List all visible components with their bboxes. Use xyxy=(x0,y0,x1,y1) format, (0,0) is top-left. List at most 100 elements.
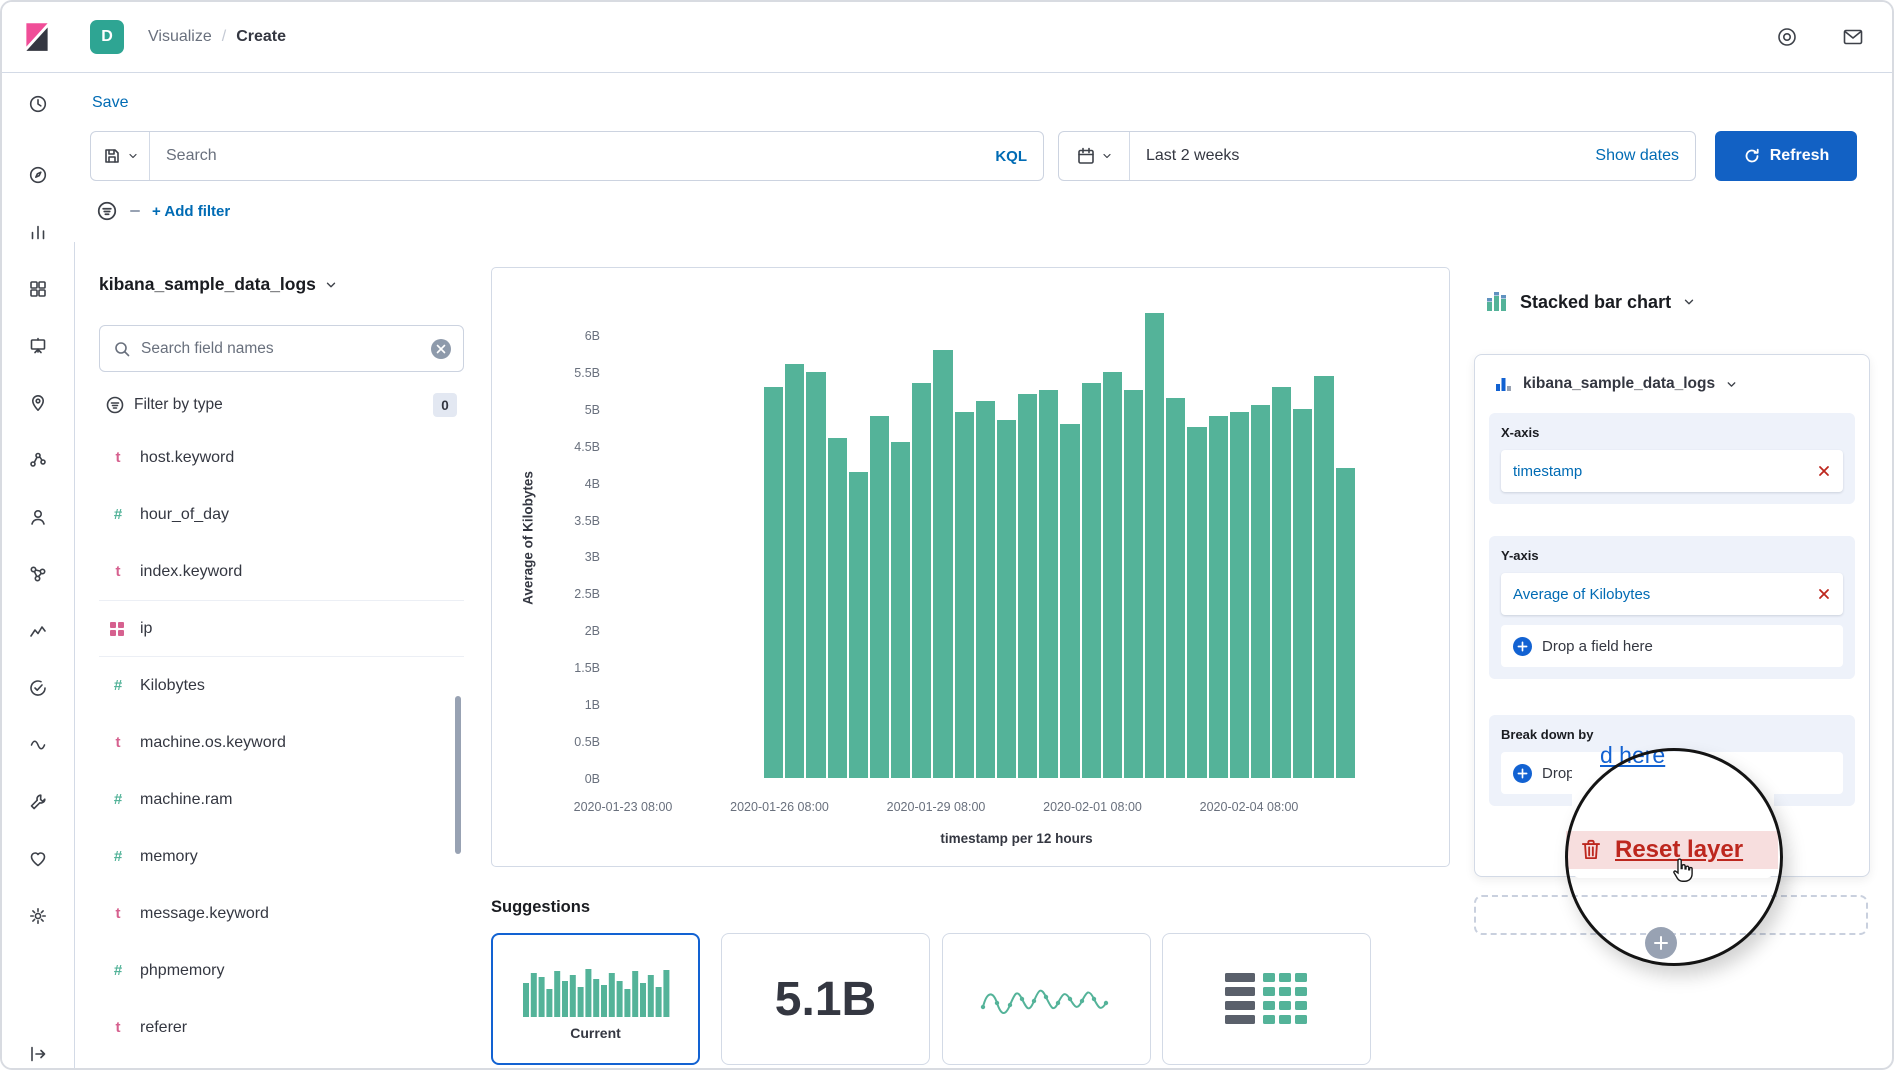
filter-icon[interactable] xyxy=(96,200,118,222)
suggestion-metric[interactable]: 5.1B xyxy=(721,933,930,1065)
breadcrumb-visualize[interactable]: Visualize xyxy=(148,28,212,45)
data-table-icon xyxy=(1224,973,1307,1024)
collapse-menu-icon[interactable] xyxy=(28,1044,48,1064)
chevron-down-icon xyxy=(128,153,137,159)
y-axis-tick: 2.5B xyxy=(574,587,600,602)
time-range-value[interactable]: Last 2 weeks xyxy=(1146,147,1240,164)
canvas-icon[interactable] xyxy=(28,336,48,356)
y-axis-tick: 3B xyxy=(584,550,600,565)
field-item[interactable]: t host.keyword xyxy=(99,429,464,486)
uptime-icon[interactable] xyxy=(28,678,48,698)
field-item[interactable]: t index.keyword xyxy=(99,543,464,600)
x-axis-dimension[interactable]: timestamp xyxy=(1501,450,1843,492)
help-icon[interactable] xyxy=(1776,26,1798,48)
y-axis-tick: 1B xyxy=(584,698,600,713)
layer-data-view-selector[interactable]: kibana_sample_data_logs xyxy=(1475,355,1869,413)
show-dates-button[interactable]: Show dates xyxy=(1595,147,1679,164)
y-axis-tick: 3.5B xyxy=(574,513,600,528)
bar xyxy=(1145,312,1165,778)
bar xyxy=(954,412,974,778)
field-item[interactable]: ip xyxy=(99,600,464,657)
remove-dimension-icon[interactable] xyxy=(1817,587,1831,601)
maps-icon[interactable] xyxy=(28,393,48,413)
kql-menu-button[interactable]: KQL xyxy=(995,147,1027,165)
space-avatar[interactable]: D xyxy=(90,20,124,54)
bar xyxy=(785,364,805,778)
field-name: memory xyxy=(140,847,198,865)
dashboard-icon[interactable] xyxy=(28,279,48,299)
field-name: machine.ram xyxy=(140,790,233,808)
bar xyxy=(1293,408,1313,778)
field-item[interactable]: # hour_of_day xyxy=(99,486,464,543)
chart-type-selector[interactable]: Stacked bar chart xyxy=(1485,290,1696,314)
data-view-selector[interactable]: kibana_sample_data_logs xyxy=(99,274,338,295)
saved-query-menu-button[interactable] xyxy=(91,132,150,180)
graph-icon[interactable] xyxy=(28,564,48,584)
bar xyxy=(975,401,995,778)
suggestion-current[interactable]: Current xyxy=(491,933,700,1065)
y-axis-dimension[interactable]: Average of Kilobytes xyxy=(1501,573,1843,615)
users-icon[interactable] xyxy=(28,507,48,527)
newsfeed-icon[interactable] xyxy=(1842,26,1864,48)
suggestion-current-label: Current xyxy=(570,1025,621,1041)
visualize-icon[interactable] xyxy=(28,222,48,242)
metrics-icon[interactable] xyxy=(28,621,48,641)
dev-tools-icon[interactable] xyxy=(28,792,48,812)
bar xyxy=(912,382,932,778)
remove-dimension-icon[interactable] xyxy=(1817,464,1831,478)
string-field-icon: t xyxy=(115,563,121,580)
machine-learning-icon[interactable] xyxy=(28,450,48,470)
stack-monitoring-icon[interactable] xyxy=(28,849,48,869)
filter-divider xyxy=(130,210,140,212)
management-icon[interactable] xyxy=(28,906,48,926)
apm-icon[interactable] xyxy=(28,735,48,755)
y-axis-label: Y-axis xyxy=(1501,548,1539,563)
mini-bar-chart-icon xyxy=(522,969,669,1017)
refresh-button[interactable]: Refresh xyxy=(1715,131,1857,181)
search-input[interactable] xyxy=(150,132,996,180)
bar xyxy=(1018,394,1038,778)
add-filter-button[interactable]: + Add filter xyxy=(152,202,231,220)
field-item[interactable]: t referer xyxy=(99,999,464,1056)
field-item[interactable]: # phpmemory xyxy=(99,942,464,999)
filter-by-type-label: Filter by type xyxy=(134,396,223,413)
add-field-icon xyxy=(1513,763,1532,783)
filter-type-icon xyxy=(106,396,124,414)
x-axis-title: timestamp per 12 hours xyxy=(940,831,1093,846)
quick-select-menu-button[interactable] xyxy=(1059,132,1130,180)
add-layer-button[interactable] xyxy=(1645,927,1677,959)
y-axis-title: Average of Kilobytes xyxy=(520,471,536,605)
x-axis-label: X-axis xyxy=(1501,425,1540,440)
field-list-scrollbar[interactable] xyxy=(455,696,461,854)
date-picker: Last 2 weeks Show dates xyxy=(1058,131,1696,181)
bar xyxy=(806,371,826,778)
field-item[interactable]: # machine.ram xyxy=(99,771,464,828)
field-name: message.keyword xyxy=(140,904,269,922)
suggestion-line-chart[interactable] xyxy=(942,933,1151,1065)
bar xyxy=(869,416,890,778)
bar xyxy=(1229,412,1249,778)
field-name: referer xyxy=(140,1018,188,1036)
save-button[interactable]: Save xyxy=(92,94,129,111)
y-axis-drop-target[interactable]: Drop a field here xyxy=(1501,625,1843,667)
field-item[interactable]: t machine.os.keyword xyxy=(99,714,464,771)
clear-search-icon[interactable] xyxy=(431,338,451,359)
reset-layer-button[interactable]: Reset layer xyxy=(1566,831,1778,869)
filter-by-type-button[interactable]: Filter by type 0 xyxy=(105,393,457,417)
x-axis-section: X-axis timestamp xyxy=(1489,413,1855,504)
field-name: ip xyxy=(140,619,153,637)
field-item[interactable]: # memory xyxy=(99,828,464,885)
field-name: machine.os.keyword xyxy=(140,733,286,751)
recently-viewed-icon[interactable] xyxy=(28,94,48,114)
metric-value: 5.1B xyxy=(774,972,877,1026)
field-item[interactable]: # Kilobytes xyxy=(99,657,464,714)
kibana-logo[interactable] xyxy=(20,20,54,54)
discover-icon[interactable] xyxy=(28,165,48,185)
trash-icon xyxy=(1581,839,1601,860)
filter-row: + Add filter xyxy=(96,200,230,222)
breadcrumb-create: Create xyxy=(236,28,287,45)
field-item[interactable]: t message.keyword xyxy=(99,885,464,942)
field-search-input[interactable] xyxy=(131,339,431,358)
suggestion-data-table[interactable] xyxy=(1162,933,1371,1065)
x-axis-tick: 2020-01-29 08:00 xyxy=(886,800,986,814)
